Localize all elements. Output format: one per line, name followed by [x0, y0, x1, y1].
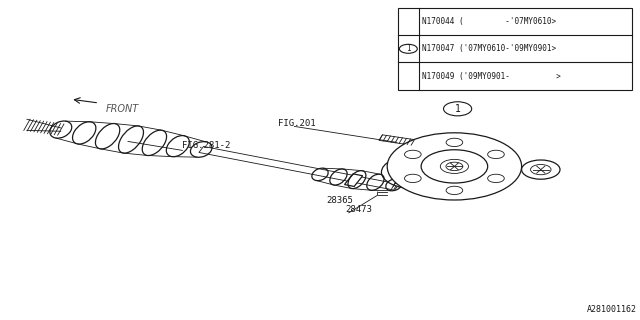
Text: FIG.281-2: FIG.281-2 [182, 141, 231, 150]
Circle shape [522, 160, 560, 179]
Circle shape [381, 156, 448, 189]
Circle shape [446, 186, 463, 195]
Circle shape [404, 174, 421, 182]
Circle shape [440, 159, 468, 173]
Text: FIG.201: FIG.201 [278, 119, 316, 128]
Text: 28473: 28473 [346, 205, 372, 214]
Text: N170047 ('07MY0610-'09MY0901>: N170047 ('07MY0610-'09MY0901> [422, 44, 557, 53]
Text: 1: 1 [454, 104, 461, 114]
Text: N170044 (         -'07MY0610>: N170044 ( -'07MY0610> [422, 17, 557, 26]
Text: 28365: 28365 [326, 196, 353, 205]
Polygon shape [199, 147, 399, 190]
Bar [398, 8, 632, 90]
Text: N170049 ('09MY0901-          >: N170049 ('09MY0901- > [422, 71, 561, 81]
Text: A281001162: A281001162 [587, 305, 637, 314]
Circle shape [404, 150, 421, 158]
Polygon shape [379, 135, 415, 145]
Circle shape [421, 150, 488, 183]
Text: FRONT: FRONT [106, 104, 139, 114]
Circle shape [387, 133, 522, 200]
Text: 1: 1 [406, 44, 411, 53]
Circle shape [446, 138, 463, 147]
Polygon shape [344, 174, 363, 187]
Circle shape [488, 150, 504, 158]
Circle shape [488, 174, 504, 182]
